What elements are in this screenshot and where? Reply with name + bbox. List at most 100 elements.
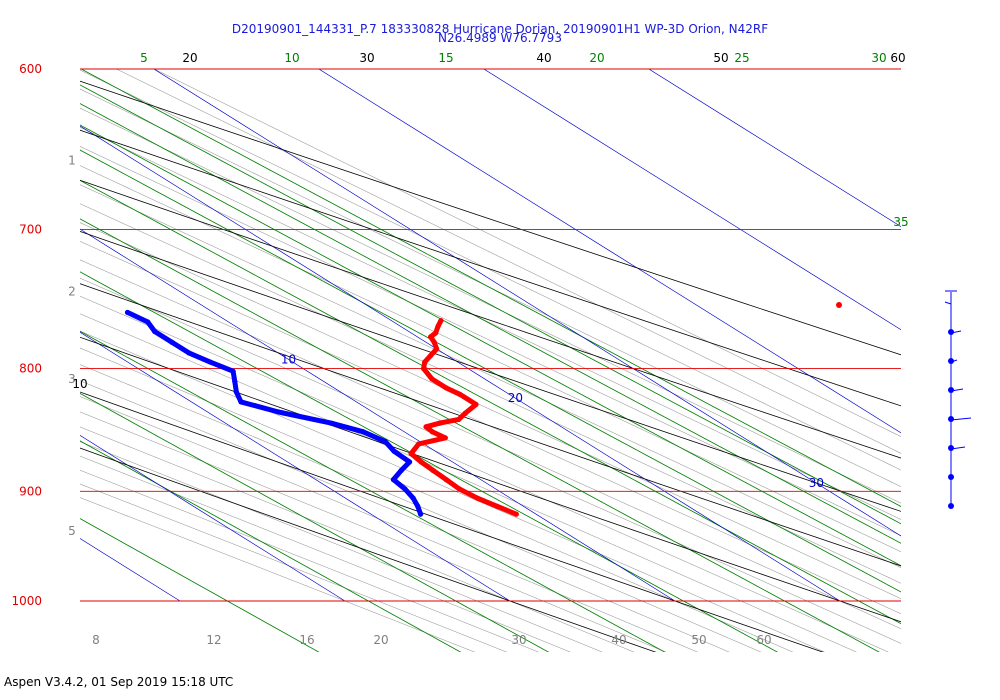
temperature-profile-line [408, 318, 519, 517]
temperature-point [408, 450, 414, 457]
mixing-ratio-label: 15 [438, 51, 453, 65]
dewpoint-point [390, 477, 396, 483]
mixing-ratio-lines [80, 69, 901, 652]
mixing-ratio-line [80, 218, 880, 652]
moist-adiabat-line [80, 497, 476, 652]
moist-adiabat-line [80, 277, 901, 644]
bottom-axis-label: 20 [373, 633, 388, 647]
temperature-point [443, 477, 449, 483]
dry-adiabat-line [80, 230, 901, 512]
dewpoint-point [406, 459, 413, 465]
moist-adiabat-line [80, 203, 901, 584]
wind-barb-point [948, 358, 954, 364]
moist-adiabat-line [80, 411, 667, 652]
mixing-ratio-line [80, 84, 901, 525]
temperature-point [474, 495, 481, 501]
moist-adiabat-line [80, 295, 889, 652]
isotherm-line [80, 125, 841, 602]
temperature-point [494, 503, 500, 509]
moist-adiabat-line [80, 380, 730, 652]
mixing-ratio-label: 20 [589, 51, 604, 65]
mixing-ratio-line [80, 69, 901, 507]
wind-barb-flag [950, 359, 958, 363]
dewpoint-point [186, 350, 192, 356]
temperature-point [423, 424, 429, 430]
mixing-ratio-label: 25 [734, 51, 749, 65]
pressure-label: 600 [19, 62, 42, 76]
moist-adiabat-line [80, 107, 901, 504]
axis-labels: 60070080090010001235-20-1001020304020304… [11, 51, 908, 647]
isotherm-line [80, 434, 346, 602]
dry-adiabat-label: 30 [359, 51, 374, 65]
mixing-ratio-line [80, 440, 462, 652]
dewpoint-point [398, 467, 405, 473]
moist-adiabat-line [80, 184, 901, 568]
dewpoint-point [415, 503, 421, 509]
temperature-point [418, 459, 424, 465]
dry-adiabat-label: 10 [72, 377, 87, 391]
dewpoint-point [382, 438, 388, 445]
bottom-axis-label: 8 [92, 633, 100, 647]
dewpoint-point [232, 378, 238, 385]
moist-adiabat-line [80, 222, 901, 600]
dewpoint-point [417, 511, 424, 517]
temperature-point [422, 359, 428, 365]
isotherms [0, 69, 901, 602]
wind-barb-flag [944, 301, 952, 305]
dewpoint-profile-line [125, 309, 424, 517]
dewpoint-point [169, 339, 175, 345]
pressure-label: 900 [19, 484, 42, 498]
dewpoint-point [360, 429, 366, 435]
bottom-axis-label: 60 [756, 633, 771, 647]
moist-adiabat-line [80, 126, 901, 520]
moist-adiabat-line [115, 69, 901, 454]
temperature-point [430, 467, 436, 473]
moist-adiabat-line [80, 241, 901, 615]
mixing-ratio-line [80, 149, 901, 593]
pressure-label: 800 [19, 362, 42, 376]
isobars [80, 68, 901, 602]
dewpoint-point [207, 359, 213, 365]
moist-adiabat-line [80, 69, 901, 471]
dry-adiabat-line [80, 283, 901, 567]
isotherm-label: 20 [508, 391, 523, 405]
isotherm-line [318, 69, 901, 434]
isotherm-line [0, 69, 15, 601]
temperature-point [428, 352, 434, 359]
mixing-ratio-line [80, 179, 901, 625]
mixing-ratio-line [80, 330, 666, 652]
moist-adiabat-line [80, 364, 762, 652]
temperature-point [438, 318, 444, 324]
temperature-point [433, 330, 439, 336]
isotherm-line [80, 228, 676, 602]
sounding-profiles [124, 302, 842, 517]
moist-adiabats [80, 69, 901, 652]
isotherm-line [153, 69, 901, 537]
temperature-point [416, 441, 422, 447]
dewpoint-point [391, 448, 397, 454]
wind-barb-point [948, 503, 954, 509]
isotherm-line [80, 331, 511, 602]
bottom-axis-label: 12 [206, 633, 221, 647]
wind-barb-flag [950, 388, 964, 392]
pressure-label: 700 [19, 223, 42, 237]
dry-adiabat-line [80, 391, 824, 652]
dewpoint-point [233, 389, 239, 395]
mixing-ratio-line [80, 103, 901, 544]
moist-adiabat-line [80, 330, 826, 652]
height-label: 3 [68, 372, 76, 386]
temperature-point [437, 420, 443, 426]
bottom-axis-label: 16 [299, 633, 314, 647]
dewpoint-point [124, 309, 131, 316]
isotherm-line [483, 69, 901, 331]
dry-adiabats [80, 80, 901, 652]
moist-adiabat-line [80, 441, 603, 652]
dry-adiabat-line [80, 129, 901, 407]
wind-barb-point [948, 474, 954, 480]
isotherm-label: 10 [281, 352, 296, 366]
chart-title: D20190901_144331_P.7 183330828 Hurricane… [231, 22, 769, 36]
dewpoint-point [275, 409, 282, 415]
mixing-ratio-label: 30 [871, 51, 886, 65]
temperature-point [456, 486, 463, 492]
